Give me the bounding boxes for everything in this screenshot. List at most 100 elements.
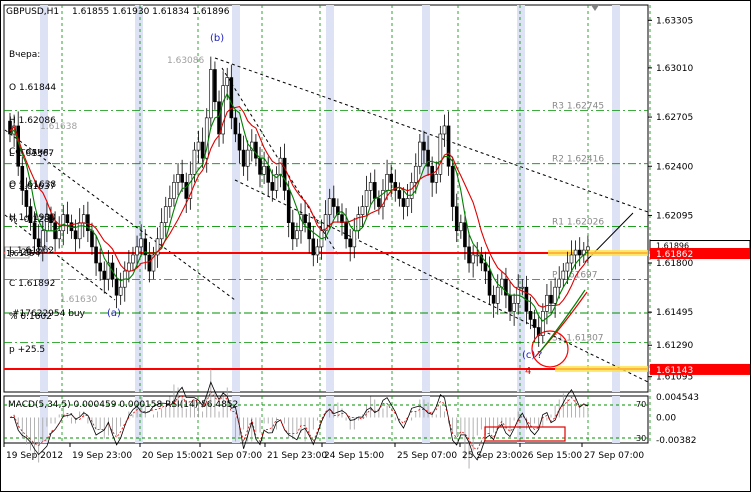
candle-body [467,246,471,264]
candle-body [254,141,258,159]
time-label: 19 Sep 23:00 [72,451,132,461]
candle-body [49,214,53,223]
time-label: 26 Sep 15:00 [522,451,582,461]
candle-body [561,270,566,280]
candle-body [139,238,143,248]
pivot-label: S1 1.61307 [552,333,604,343]
rsi-level-30: 30 [636,434,646,443]
candle-body [118,286,123,296]
today-percent: % 0.1602 [9,312,52,322]
candle-body [176,174,180,183]
candle-body [270,182,275,191]
time-label: 24 Sep 15:00 [324,451,384,461]
candle-body [434,174,439,183]
red-marker-top: 1.61862 [656,250,693,260]
red-marker-top-bg [650,248,750,260]
candle-body [327,198,332,215]
candle-body [483,262,488,272]
price-tick-label: 1.62400 [656,162,693,172]
candle-body [172,182,176,199]
candle-body [491,294,496,304]
wave-label-a: (a) [107,308,121,319]
candle-body [446,125,451,167]
candle-body [557,278,562,288]
candle-body [233,117,238,135]
candle-body [213,69,217,103]
candle-body [348,238,352,248]
candle-body [553,286,557,304]
red-marker-bottom-bg [650,363,750,375]
price-box-left-mid: 1.61638 [40,122,77,132]
price-tick-label: 1.61095 [656,373,693,383]
candle-body [57,230,61,240]
candle-body [131,254,135,264]
price-box-red-bg [4,246,30,259]
candle-body [229,77,234,119]
candle-body [512,303,516,312]
price-tick-label: 1.61495 [656,308,693,318]
candle-body [258,157,262,175]
channel-left-lower [4,214,116,301]
candle-body [81,214,86,223]
candle-body [282,157,287,191]
candle-body [409,182,414,199]
highlight-zone-top [548,250,648,257]
candle-body [438,133,443,175]
candle-body [545,294,549,312]
candle-body [586,246,590,251]
candle-body [372,182,377,199]
session-band-ind [135,396,143,443]
candle-body [565,262,570,272]
symbol-label: GBPUSD,H1 [6,7,59,17]
candle-body [278,157,283,175]
candle-body [368,182,373,191]
candle-body [98,262,102,272]
candle-body [90,230,94,248]
candle-body [245,149,250,167]
candle-body [184,182,189,199]
wave-label-c: (c) [522,350,535,361]
candle-body [262,165,266,175]
projection-green [539,289,586,353]
candle-body [159,222,164,240]
candle-body [405,198,410,207]
current-price-marker: 1.61896 [656,242,689,251]
time-label: 27 Sep 07:00 [584,451,644,461]
candle-body [311,238,316,256]
time-label: 25 Sep 23:00 [462,451,522,461]
candle-body [241,149,246,167]
yesterday-info: Вчера: O 1.61844 H 1.62086 L 1.61367 C 1… [9,28,56,281]
candle-body [344,222,348,240]
candle-body [450,165,455,207]
yesterday-low: L 1.61367 [9,149,55,159]
session-band-ind [232,396,240,443]
candle-body [487,270,492,296]
candle-body [209,69,213,119]
yesterday-high: H 1.62086 [9,116,56,126]
candle-body [155,238,160,256]
time-label: 20 Sep 15:00 [142,451,202,461]
session-band [612,5,620,392]
candle-body [225,77,230,86]
channel-top-line [214,57,649,213]
candle-body [340,214,344,223]
candle-body [377,198,381,207]
candle-body [541,311,545,336]
rsi-line [10,380,589,461]
candle-body [266,165,271,183]
candle-body [106,262,111,280]
indicator-tick-top: 0.004543 [656,393,699,403]
candle-body [180,174,184,183]
wave-label-4: 4 [525,366,531,377]
yesterday-percent: % -0.1285 [9,215,56,225]
macd-signal-line [9,390,589,451]
price-box-top: 1.63086 [167,56,204,66]
candle-body [573,249,578,256]
pivot-label: R2 1.62416 [552,155,604,165]
candle-body [495,286,500,304]
today-points: p +25.5 [9,345,46,355]
price-tick-label: 1.63010 [656,64,693,74]
shift-marker-icon [591,5,599,11]
